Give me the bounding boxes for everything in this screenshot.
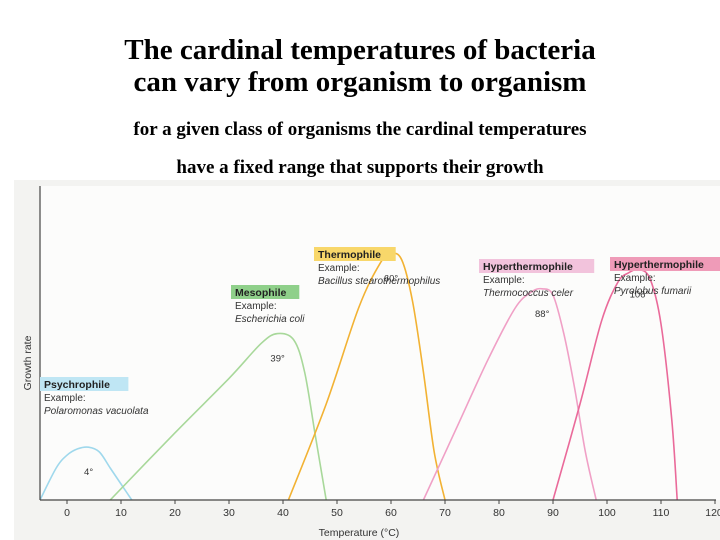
- page-title-line-2: can vary from organism to organism: [133, 66, 587, 98]
- series-optimum-1: 39°: [270, 354, 285, 365]
- series-example-0: Polaromonas vacuolata: [44, 406, 149, 417]
- plot-area: [40, 186, 720, 500]
- series-name-badge-0: [40, 377, 129, 391]
- series-name-0: Psychrophile: [44, 379, 110, 391]
- series-example-2: Bacillus stearothermophilus: [318, 276, 440, 287]
- series-optimum-4: 106°: [630, 290, 650, 301]
- series-curve-3: [422, 287, 597, 500]
- x-axis-label: Temperature (°C): [319, 527, 400, 539]
- x-tick-label: 50: [331, 507, 343, 519]
- x-tick-label: 80: [493, 507, 505, 519]
- series-name-badge-3: [479, 259, 595, 273]
- x-tick-label: 120: [705, 507, 720, 519]
- x-tick-label: 90: [547, 507, 559, 519]
- series-example-3: Thermococcus celer: [483, 288, 574, 299]
- series-example-label-1: Example:: [235, 301, 277, 312]
- series-example-4: Pyrolobus fumarii: [614, 286, 692, 297]
- series-name-badge-4: [610, 257, 720, 271]
- series-name-badge-2: [314, 247, 396, 261]
- series-example-label-4: Example:: [614, 273, 656, 284]
- page-title-line-1: The cardinal temperatures of bacteria: [124, 34, 596, 66]
- series-optimum-2: 60°: [384, 274, 399, 285]
- series-example-1: Escherichia coli: [235, 314, 305, 325]
- x-axis-ticks: 0 10 20 30 40 50 60 70 80 90 100 110 120: [64, 500, 720, 519]
- x-tick-label: 60: [385, 507, 397, 519]
- growth-rate-chart: 0 10 20 30 40 50 60 70 80 90 100 110 120 Psychrophil…: [14, 180, 720, 540]
- x-tick-label: 20: [169, 507, 181, 519]
- series-curve-1: [109, 332, 327, 500]
- series-example-label-0: Example:: [44, 393, 86, 404]
- x-tick-label: 30: [223, 507, 235, 519]
- series-name-1: Mesophile: [235, 287, 287, 299]
- series-name-3: Hyperthermophile: [483, 261, 573, 273]
- series-name-4: Hyperthermophile: [614, 259, 704, 271]
- x-tick-label: 100: [598, 507, 616, 519]
- series-optimum-3: 88°: [535, 309, 550, 320]
- series-example-label-2: Example:: [318, 263, 360, 274]
- series-optimum-0: 4°: [84, 467, 93, 478]
- page-subtitle-line-1: for a given class of organisms the cardi…: [133, 119, 587, 140]
- page-title: The cardinal temperatures of bacteria ca…: [0, 34, 720, 98]
- page-subtitle-line-2: have a fixed range that supports their g…: [176, 157, 544, 178]
- y-axis-label: Growth rate: [22, 335, 34, 390]
- series-labels: Psychrophile Example: Polaromonas vacuolat…: [40, 247, 720, 478]
- series-curve-0: [40, 446, 133, 500]
- series-name-badge-1: [231, 285, 300, 299]
- x-tick-label: 10: [115, 507, 127, 519]
- x-tick-label: 110: [653, 507, 670, 519]
- x-tick-label: 0: [64, 507, 70, 519]
- series-name-2: Thermophile: [318, 249, 381, 261]
- x-tick-label: 40: [277, 507, 289, 519]
- x-tick-label: 70: [439, 507, 451, 519]
- series-example-label-3: Example:: [483, 275, 525, 286]
